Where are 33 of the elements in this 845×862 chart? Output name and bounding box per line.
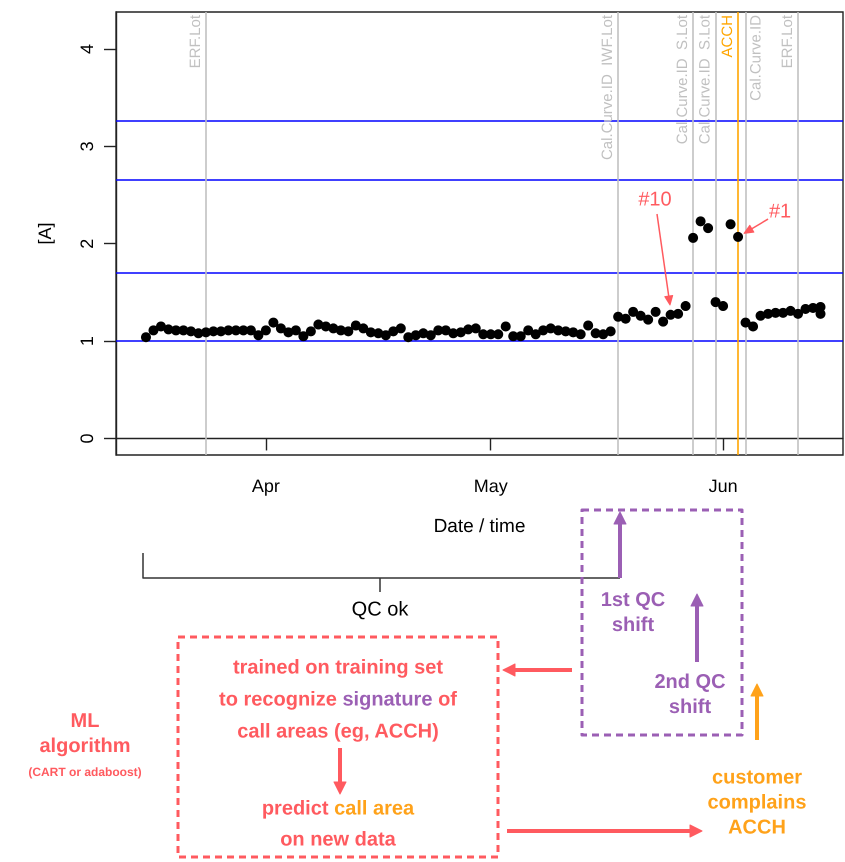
text: ML algorithm xyxy=(39,710,131,757)
text: QC ok xyxy=(352,598,408,622)
y-axis-title: [A] xyxy=(35,222,55,245)
text: on new data xyxy=(280,828,396,852)
x-tick-label: Apr xyxy=(252,476,280,496)
y-tick-label: 3 xyxy=(77,141,97,152)
ref-line-label: ERF.Lot xyxy=(779,14,796,68)
text: predict xyxy=(262,798,329,820)
x-tick-label: May xyxy=(474,476,508,496)
y-tick-label: 2 xyxy=(77,238,97,249)
x-axis-title: Date / time xyxy=(434,516,526,537)
annotation: #1 xyxy=(768,199,792,224)
text: 1st QC shift xyxy=(600,589,666,636)
text: signature xyxy=(342,688,432,712)
text: (CART or adaboost) xyxy=(28,765,142,779)
y-tick-label: 1 xyxy=(77,336,97,346)
ref-line-label: ACCH xyxy=(719,15,736,58)
ref-line-label: ERF.Lot xyxy=(186,14,204,68)
text: call area xyxy=(334,798,414,820)
y-tick-label: 0 xyxy=(77,433,97,444)
text: of xyxy=(438,688,457,712)
text: customer complains ACCH xyxy=(708,766,806,838)
text: 2nd QC shift xyxy=(654,671,726,718)
x-tick-label: Jun xyxy=(708,476,738,496)
ref-line-label: Cal.Curve.ID IWF.Lot xyxy=(599,14,616,160)
text: trained on training set xyxy=(232,656,444,680)
ref-line-label: Cal.Curve.ID xyxy=(748,14,765,101)
annotation: #10 xyxy=(638,188,672,212)
y-tick-label: 4 xyxy=(77,44,97,54)
text: to recognize xyxy=(219,688,337,712)
ref-line-label: Cal.Curve.ID S.Lot xyxy=(696,14,714,144)
text: call areas (eg, ACCH) xyxy=(237,720,439,744)
ref-line-label: Cal.Curve.ID S.Lot xyxy=(674,14,692,144)
